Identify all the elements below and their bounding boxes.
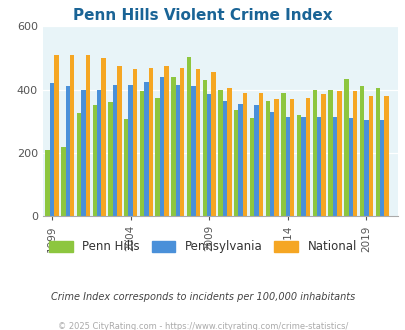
Bar — [186, 57, 191, 216]
Bar — [132, 69, 137, 216]
Bar — [258, 93, 262, 216]
Bar — [301, 116, 305, 216]
Bar — [85, 55, 90, 216]
Bar — [45, 150, 50, 216]
Bar — [101, 58, 106, 216]
Bar — [92, 105, 97, 216]
Bar — [289, 98, 294, 216]
Bar — [316, 116, 321, 216]
Legend: Penn Hills, Pennsylvania, National: Penn Hills, Pennsylvania, National — [45, 236, 360, 258]
Bar — [242, 93, 247, 216]
Bar — [227, 88, 231, 216]
Bar — [305, 98, 309, 216]
Bar — [54, 55, 58, 216]
Bar — [359, 86, 363, 216]
Bar — [347, 118, 352, 216]
Bar — [274, 99, 278, 216]
Bar — [117, 66, 121, 216]
Bar — [191, 86, 195, 216]
Bar — [148, 68, 153, 216]
Bar — [139, 91, 144, 216]
Bar — [207, 94, 211, 216]
Bar — [222, 101, 227, 216]
Bar — [265, 101, 269, 216]
Bar — [254, 106, 258, 216]
Bar — [337, 91, 341, 216]
Bar — [249, 118, 254, 216]
Bar — [61, 147, 66, 216]
Bar — [175, 85, 179, 216]
Bar — [81, 90, 85, 216]
Bar — [77, 114, 81, 216]
Text: Penn Hills Violent Crime Index: Penn Hills Violent Crime Index — [73, 8, 332, 23]
Bar — [384, 96, 388, 216]
Bar — [281, 93, 285, 216]
Bar — [179, 68, 184, 216]
Bar — [343, 79, 347, 216]
Bar — [321, 94, 325, 216]
Bar — [285, 117, 289, 216]
Bar — [66, 86, 70, 216]
Bar — [238, 104, 242, 216]
Bar — [332, 117, 337, 216]
Bar — [50, 83, 54, 216]
Bar — [144, 82, 148, 216]
Bar — [234, 110, 238, 216]
Bar — [218, 90, 222, 216]
Bar — [97, 90, 101, 216]
Bar — [211, 72, 215, 216]
Bar — [171, 77, 175, 216]
Bar — [363, 120, 368, 216]
Bar — [70, 55, 74, 216]
Bar — [128, 85, 132, 216]
Bar — [312, 90, 316, 216]
Bar — [375, 88, 379, 216]
Text: Crime Index corresponds to incidents per 100,000 inhabitants: Crime Index corresponds to incidents per… — [51, 292, 354, 302]
Bar — [160, 77, 164, 216]
Bar — [379, 120, 384, 216]
Bar — [296, 115, 301, 216]
Bar — [352, 91, 356, 216]
Text: © 2025 CityRating.com - https://www.cityrating.com/crime-statistics/: © 2025 CityRating.com - https://www.city… — [58, 322, 347, 330]
Bar — [164, 66, 168, 216]
Bar — [124, 119, 128, 216]
Bar — [108, 102, 113, 216]
Bar — [269, 112, 274, 216]
Bar — [113, 85, 117, 216]
Bar — [202, 80, 207, 216]
Bar — [195, 69, 200, 216]
Bar — [155, 98, 160, 216]
Bar — [328, 90, 332, 216]
Bar — [368, 96, 372, 216]
